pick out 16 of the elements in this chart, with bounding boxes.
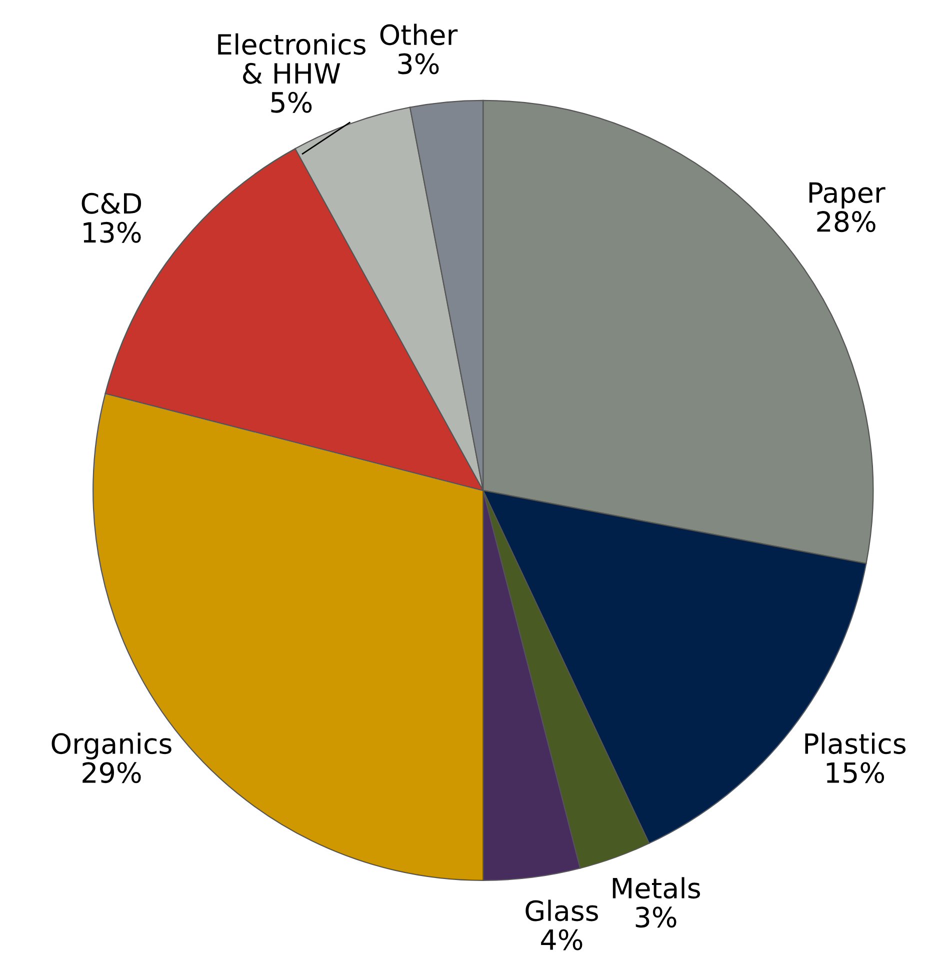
slice-label: Metals (612, 877, 700, 899)
slice-label: Electronics & HHW (218, 33, 366, 84)
slice-label: C&D (82, 192, 142, 214)
data-label: 29% (82, 762, 141, 784)
data-label: 15% (826, 762, 884, 784)
slice-label: Plastics (805, 732, 906, 754)
data-label: 13% (84, 222, 141, 243)
data-label: 28% (817, 211, 876, 232)
data-label: 5% (271, 92, 312, 113)
slice-label: Paper (809, 182, 886, 208)
data-label: 4% (541, 929, 582, 950)
data-label: 3% (398, 53, 439, 74)
slice-label: Glass (526, 900, 598, 922)
slice-label: Organics (52, 732, 172, 760)
slice-label: Other (380, 24, 458, 46)
data-label: 3% (636, 906, 676, 928)
